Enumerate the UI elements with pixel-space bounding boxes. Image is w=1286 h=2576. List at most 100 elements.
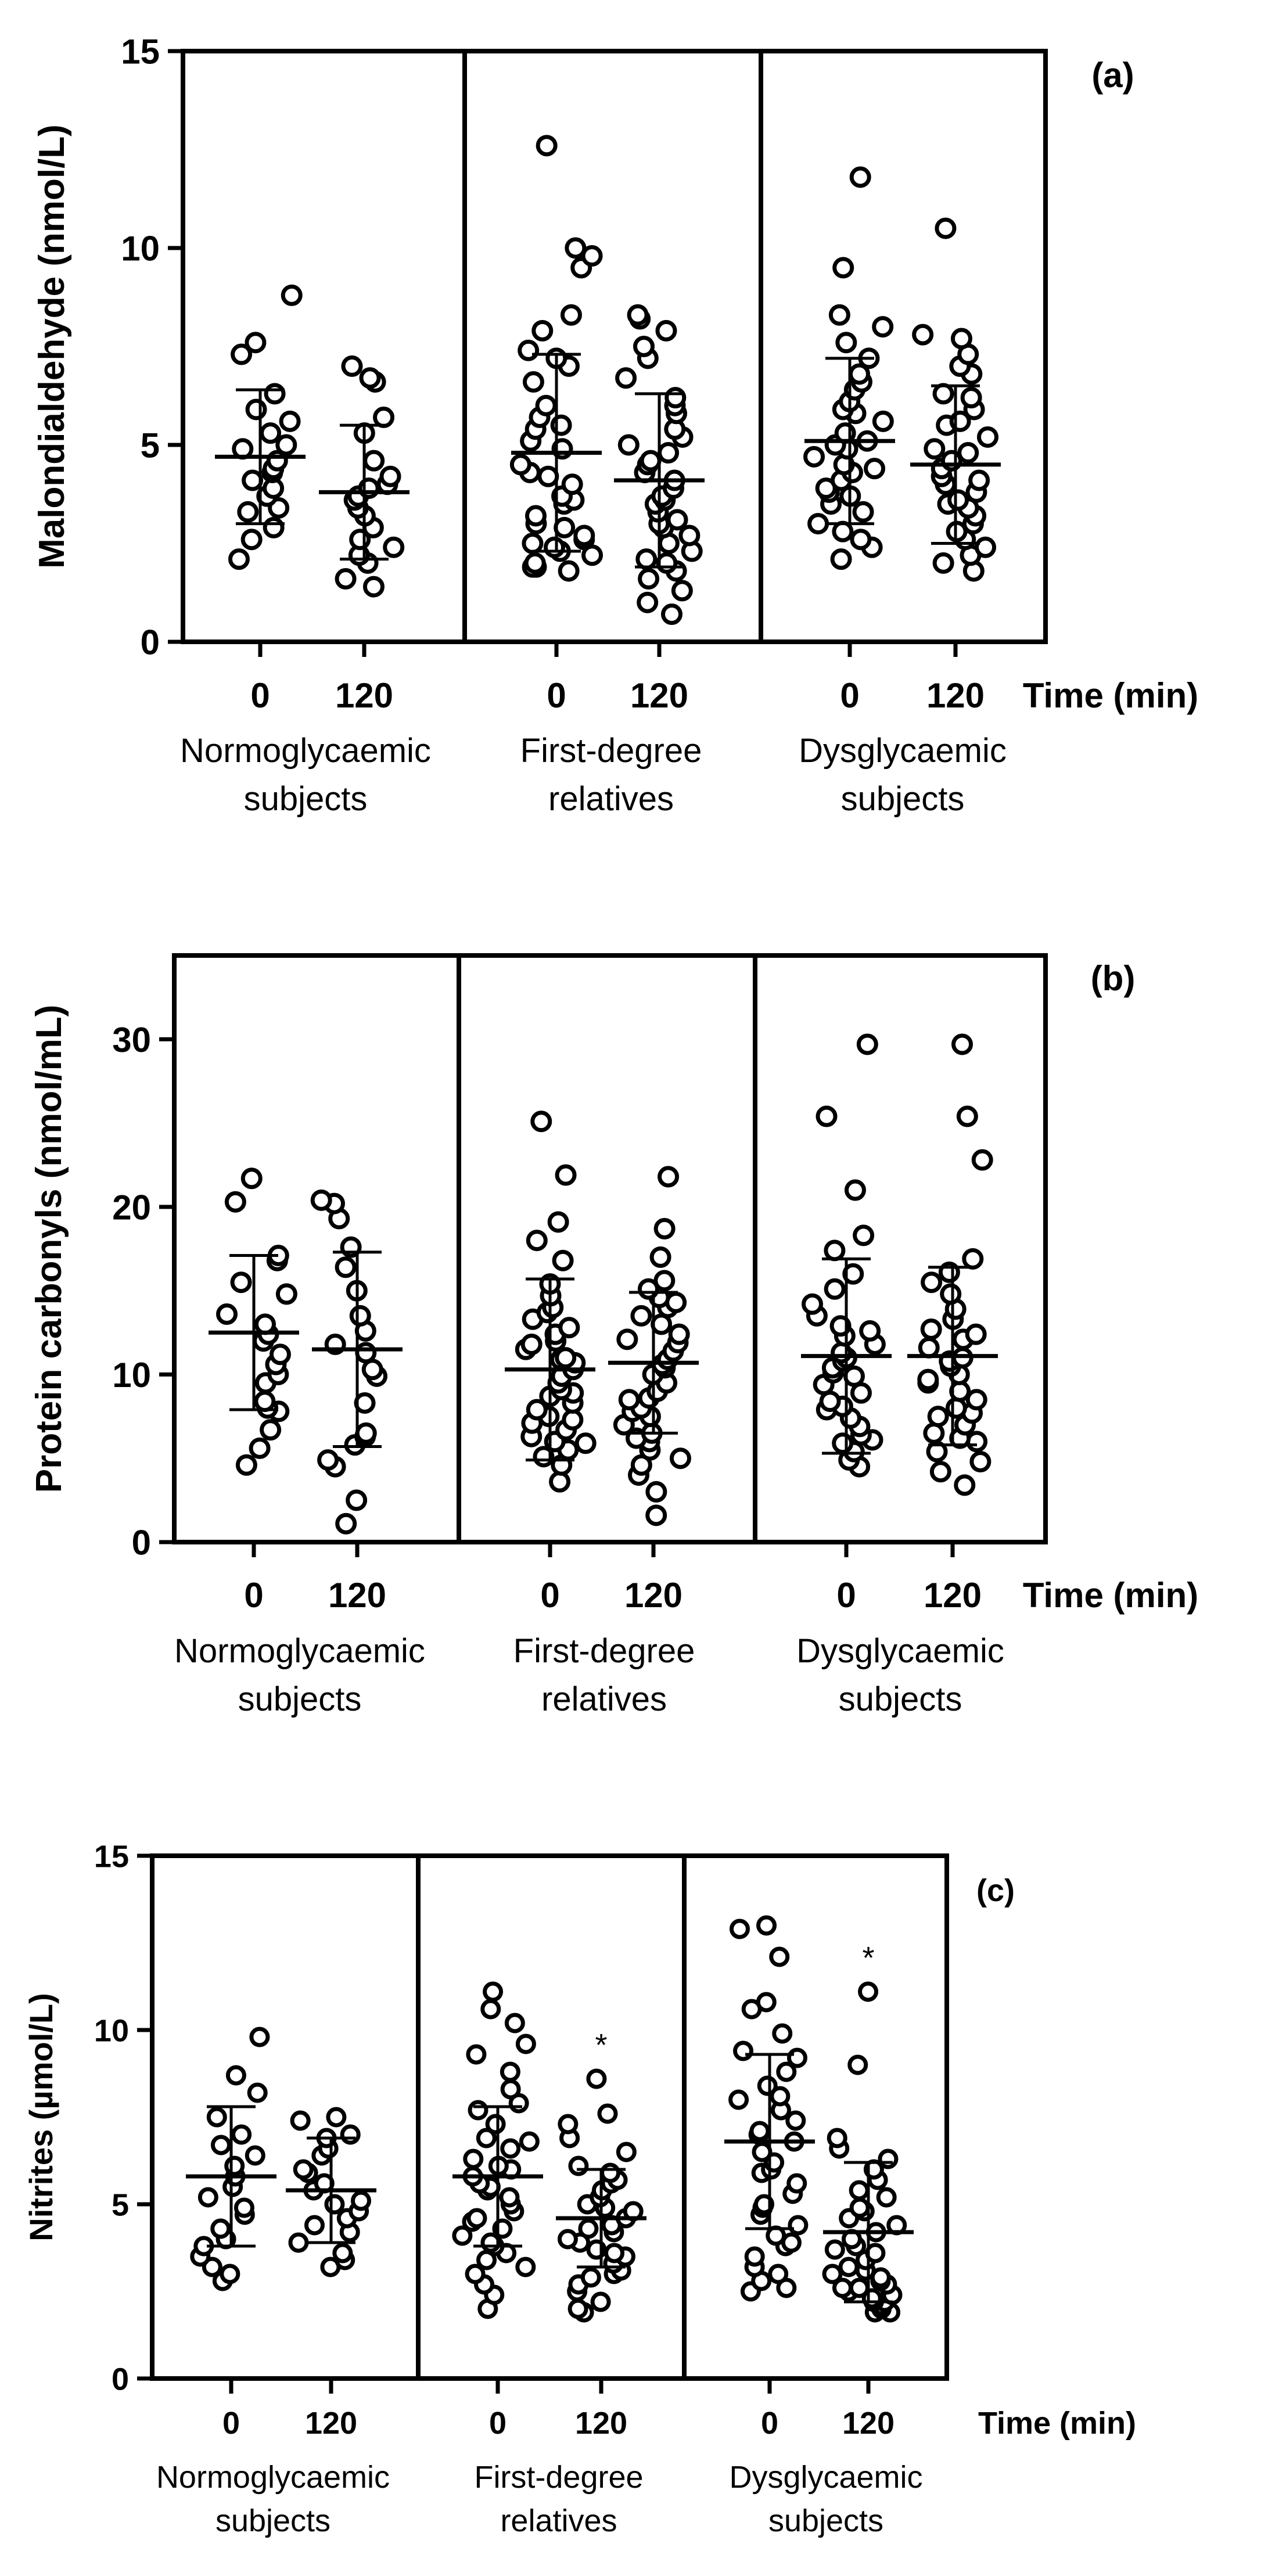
data-point	[355, 1422, 377, 1444]
data-point	[555, 1347, 577, 1369]
data-point	[293, 2159, 314, 2180]
x-axis-label: Time (min)	[1023, 1576, 1198, 1615]
data-point	[483, 1981, 504, 2002]
plot-frame	[181, 49, 1048, 644]
data-point	[769, 1946, 790, 1967]
data-point	[359, 367, 381, 389]
data-point	[351, 2190, 372, 2211]
data-point	[349, 1305, 371, 1327]
group-label-line2: subjects	[244, 780, 368, 818]
group-label-line1: Normoglycaemic	[174, 1632, 425, 1670]
y-tick-label: 30	[112, 1021, 151, 1059]
data-point	[578, 2218, 599, 2239]
x-tick-label: 120	[842, 2406, 895, 2441]
group-label-line1: First-degree	[520, 732, 702, 770]
data-point	[786, 2047, 807, 2068]
x-tick-label: 0	[244, 1576, 263, 1615]
data-point	[927, 1406, 949, 1428]
group-label-line2: subjects	[215, 2503, 331, 2538]
data-point	[756, 1915, 777, 1936]
data-point	[240, 529, 263, 551]
data-point	[630, 1305, 652, 1327]
data-point	[729, 1918, 750, 1939]
data-point	[210, 2218, 231, 2239]
data-point	[340, 2124, 361, 2145]
panel-label: (b)	[1091, 959, 1136, 998]
data-point	[912, 324, 934, 346]
y-axis-label: Malondialdehyde (nmol/L)	[32, 124, 72, 569]
group-label-line1: Normoglycaemic	[180, 732, 431, 770]
data-point	[326, 2107, 347, 2128]
data-point	[317, 1449, 339, 1471]
data-point	[197, 2187, 218, 2208]
data-point	[669, 1447, 691, 1470]
y-axis-label: Protein carbonyls (nmol/mL)	[29, 1005, 69, 1493]
x-tick-label: 0	[836, 1576, 856, 1615]
data-point	[552, 1249, 574, 1271]
y-tick-label: 10	[94, 2013, 129, 2048]
data-point	[917, 1368, 939, 1391]
x-axis-label: Time (min)	[1023, 676, 1198, 715]
data-point	[617, 434, 640, 456]
data-point	[604, 2243, 625, 2264]
data-point	[240, 1167, 263, 1190]
data-point	[549, 1471, 571, 1493]
data-point	[838, 2257, 859, 2277]
data-point	[635, 548, 658, 570]
data-point	[254, 1313, 276, 1335]
data-point	[600, 2162, 621, 2183]
data-point	[224, 2155, 245, 2176]
group-label-line1: Dysglycaemic	[729, 2460, 922, 2495]
data-point	[522, 533, 544, 554]
data-point	[966, 1431, 988, 1453]
panel-label: (c)	[976, 1873, 1015, 1908]
data-point	[463, 2149, 484, 2169]
data-point	[242, 469, 264, 491]
data-point	[535, 394, 557, 416]
y-tick-label: 0	[112, 2362, 129, 2397]
data-point	[864, 458, 886, 480]
data-point	[960, 387, 982, 409]
data-point	[853, 1224, 875, 1246]
data-point	[756, 1992, 777, 2013]
data-point	[832, 257, 854, 279]
group-label-line1: First-degree	[474, 2460, 643, 2495]
significance-marker: *	[862, 1941, 874, 1975]
data-point	[653, 1217, 676, 1240]
data-point	[519, 2131, 540, 2152]
data-point	[940, 1283, 962, 1305]
x-tick-label: 120	[335, 676, 393, 715]
x-tick-label: 0	[547, 676, 566, 715]
data-point	[945, 1397, 967, 1419]
x-tick-label: 120	[328, 1576, 386, 1615]
data-point	[580, 2267, 601, 2288]
data-point	[638, 568, 660, 590]
data-point	[452, 2225, 473, 2246]
data-point	[275, 434, 297, 456]
x-tick-label: 0	[540, 1576, 559, 1615]
y-tick-label: 10	[112, 1356, 151, 1395]
data-point	[341, 355, 363, 377]
group-label-line2: subjects	[839, 1680, 962, 1718]
group-label-line1: Normoglycaemic	[156, 2460, 390, 2495]
data-point	[950, 328, 972, 350]
data-point	[965, 1323, 987, 1345]
data-point	[354, 1392, 376, 1414]
data-point	[859, 1320, 881, 1342]
x-tick-label: 120	[630, 676, 688, 715]
data-point	[206, 2107, 227, 2128]
data-point	[835, 332, 857, 354]
data-point	[260, 422, 282, 444]
data-point	[824, 2239, 845, 2260]
y-tick-label: 5	[141, 426, 160, 465]
data-point	[772, 2023, 793, 2044]
x-tick-label: 120	[924, 1576, 982, 1615]
data-point	[485, 2114, 506, 2135]
data-point	[332, 2243, 353, 2264]
data-point	[558, 560, 580, 582]
data-point	[260, 1419, 282, 1441]
data-point	[254, 1391, 276, 1413]
data-point	[878, 2149, 899, 2169]
data-point	[565, 237, 587, 259]
group-label-line1: Dysglycaemic	[799, 732, 1007, 770]
